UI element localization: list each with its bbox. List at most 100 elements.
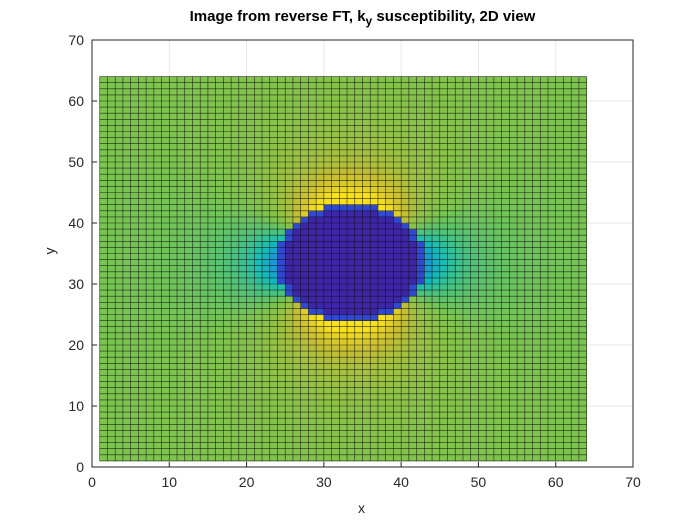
surface-cell xyxy=(370,418,379,425)
surface-cell xyxy=(169,430,178,437)
surface-cell xyxy=(207,302,216,309)
surface-cell xyxy=(223,107,232,114)
surface-cell xyxy=(262,119,271,126)
surface-cell xyxy=(161,88,170,96)
surface-cell xyxy=(517,351,526,358)
surface-cell xyxy=(130,131,139,138)
surface-cell xyxy=(331,186,340,193)
surface-cell xyxy=(478,406,487,413)
surface-cell xyxy=(555,241,564,248)
surface-cell xyxy=(238,296,247,303)
surface-cell xyxy=(308,265,317,273)
surface-cell xyxy=(146,387,155,395)
surface-cell xyxy=(130,186,139,193)
surface-cell xyxy=(532,119,541,126)
surface-cell xyxy=(331,210,340,218)
surface-cell xyxy=(578,174,587,181)
surface-cell xyxy=(462,247,471,254)
surface-cell xyxy=(254,399,263,407)
surface-cell xyxy=(532,442,541,449)
surface-cell xyxy=(354,418,363,425)
surface-cell xyxy=(447,259,456,266)
surface-cell xyxy=(555,332,564,340)
surface-cell xyxy=(478,131,487,138)
surface-cell xyxy=(107,186,116,193)
surface-cell xyxy=(385,229,394,236)
surface-cell xyxy=(354,265,363,273)
surface-cell xyxy=(331,198,340,205)
surface-cell xyxy=(231,424,240,431)
surface-cell xyxy=(370,210,379,218)
surface-cell xyxy=(432,223,441,230)
surface-cell xyxy=(571,265,580,273)
surface-cell xyxy=(470,369,479,376)
surface-cell xyxy=(501,265,510,273)
surface-cell xyxy=(555,253,564,260)
surface-cell xyxy=(231,363,240,370)
surface-cell xyxy=(130,448,139,456)
surface-cell xyxy=(238,119,247,126)
surface-cell xyxy=(370,76,379,83)
surface-cell xyxy=(347,216,356,224)
surface-cell xyxy=(509,149,518,157)
surface-cell xyxy=(493,363,502,370)
surface-cell xyxy=(292,412,301,419)
surface-cell xyxy=(478,107,487,114)
surface-cell xyxy=(192,387,201,395)
surface-cell xyxy=(107,155,116,163)
surface-cell xyxy=(285,265,294,273)
surface-cell xyxy=(285,155,294,163)
surface-cell xyxy=(277,412,286,419)
surface-cell xyxy=(354,326,363,334)
surface-cell xyxy=(478,369,487,376)
surface-cell xyxy=(153,320,162,327)
surface-cell xyxy=(169,326,178,334)
surface-cell xyxy=(138,216,147,224)
surface-cell xyxy=(146,345,155,352)
surface-cell xyxy=(200,418,209,425)
surface-cell xyxy=(354,223,363,230)
surface-cell xyxy=(370,155,379,163)
surface-cell xyxy=(169,174,178,181)
surface-cell xyxy=(115,155,124,163)
surface-cell xyxy=(184,351,193,358)
surface-cell xyxy=(207,186,216,193)
surface-cell xyxy=(470,210,479,218)
surface-cell xyxy=(486,332,495,340)
surface-cell xyxy=(416,436,425,443)
surface-cell xyxy=(517,454,526,462)
surface-cell xyxy=(563,430,572,437)
surface-cell xyxy=(177,253,186,260)
surface-cell xyxy=(447,357,456,364)
surface-cell xyxy=(331,296,340,303)
surface-cell xyxy=(285,210,294,218)
surface-cell xyxy=(401,387,410,395)
surface-cell xyxy=(509,186,518,193)
surface-cell xyxy=(377,326,386,334)
surface-cell xyxy=(254,345,263,352)
surface-cell xyxy=(200,369,209,376)
surface-cell xyxy=(130,442,139,449)
surface-cell xyxy=(316,308,325,315)
surface-cell xyxy=(246,412,255,419)
surface-cell xyxy=(354,399,363,407)
surface-cell xyxy=(169,119,178,126)
surface-cell xyxy=(192,253,201,260)
surface-cell xyxy=(571,375,580,382)
surface-cell xyxy=(493,223,502,230)
surface-cell xyxy=(339,393,348,401)
surface-cell xyxy=(138,204,147,212)
surface-cell xyxy=(331,265,340,273)
surface-cell xyxy=(323,94,332,102)
surface-cell xyxy=(416,345,425,352)
surface-cell xyxy=(408,168,417,175)
surface-cell xyxy=(223,131,232,138)
surface-cell xyxy=(447,436,456,443)
surface-cell xyxy=(447,454,456,462)
surface-cell xyxy=(401,351,410,358)
surface-cell xyxy=(571,162,580,169)
surface-cell xyxy=(107,351,116,358)
surface-cell xyxy=(138,198,147,205)
surface-cell xyxy=(486,186,495,193)
surface-cell xyxy=(323,424,332,431)
